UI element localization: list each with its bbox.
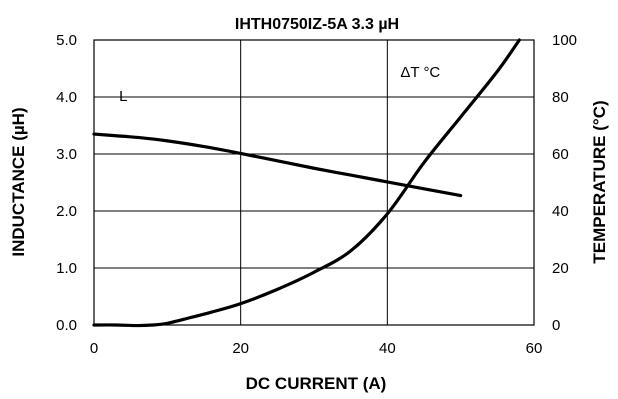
x-tick-label: 20 — [232, 340, 249, 357]
y-left-tick-label: 1.0 — [56, 260, 77, 277]
y-left-tick-label: 3.0 — [56, 146, 77, 163]
y-left-tick-label: 2.0 — [56, 203, 77, 220]
y-right-tick-label: 0 — [552, 317, 560, 334]
tick-labels: 0 20 40 60 0.0 1.0 2.0 3.0 4.0 5.0 0 20 40 60 80 100 — [56, 32, 577, 357]
y-left-tick-label: 0.0 — [56, 317, 77, 334]
y-left-tick-label: 5.0 — [56, 32, 77, 49]
x-axis-label: DC CURRENT (A) — [246, 374, 387, 393]
x-tick-label: 0 — [90, 340, 98, 357]
plot-frame — [93, 39, 535, 326]
series-line-temperature — [92, 38, 521, 328]
annotation-L: L — [119, 88, 127, 105]
x-tick-label: 60 — [526, 340, 543, 357]
series-lines — [92, 38, 521, 328]
y-left-tick-label: 4.0 — [56, 89, 77, 106]
y-right-tick-label: 80 — [552, 89, 569, 106]
y-axis-right-label: TEMPERATURE (°C) — [590, 100, 609, 263]
grid — [94, 40, 534, 325]
annotations: L ΔT °C — [119, 64, 440, 105]
y-right-tick-label: 60 — [552, 146, 569, 163]
chart-title: IHTH0750IZ-5A 3.3 µH — [235, 16, 399, 33]
y-right-tick-label: 20 — [552, 260, 569, 277]
y-right-tick-label: 40 — [552, 203, 569, 220]
y-right-tick-label: 100 — [552, 32, 577, 49]
series-line-inductance — [92, 132, 463, 198]
x-tick-label: 40 — [379, 340, 396, 357]
annotation-delta-t: ΔT °C — [400, 64, 440, 81]
y-axis-left-label: INDUCTANCE (µH) — [9, 107, 28, 256]
